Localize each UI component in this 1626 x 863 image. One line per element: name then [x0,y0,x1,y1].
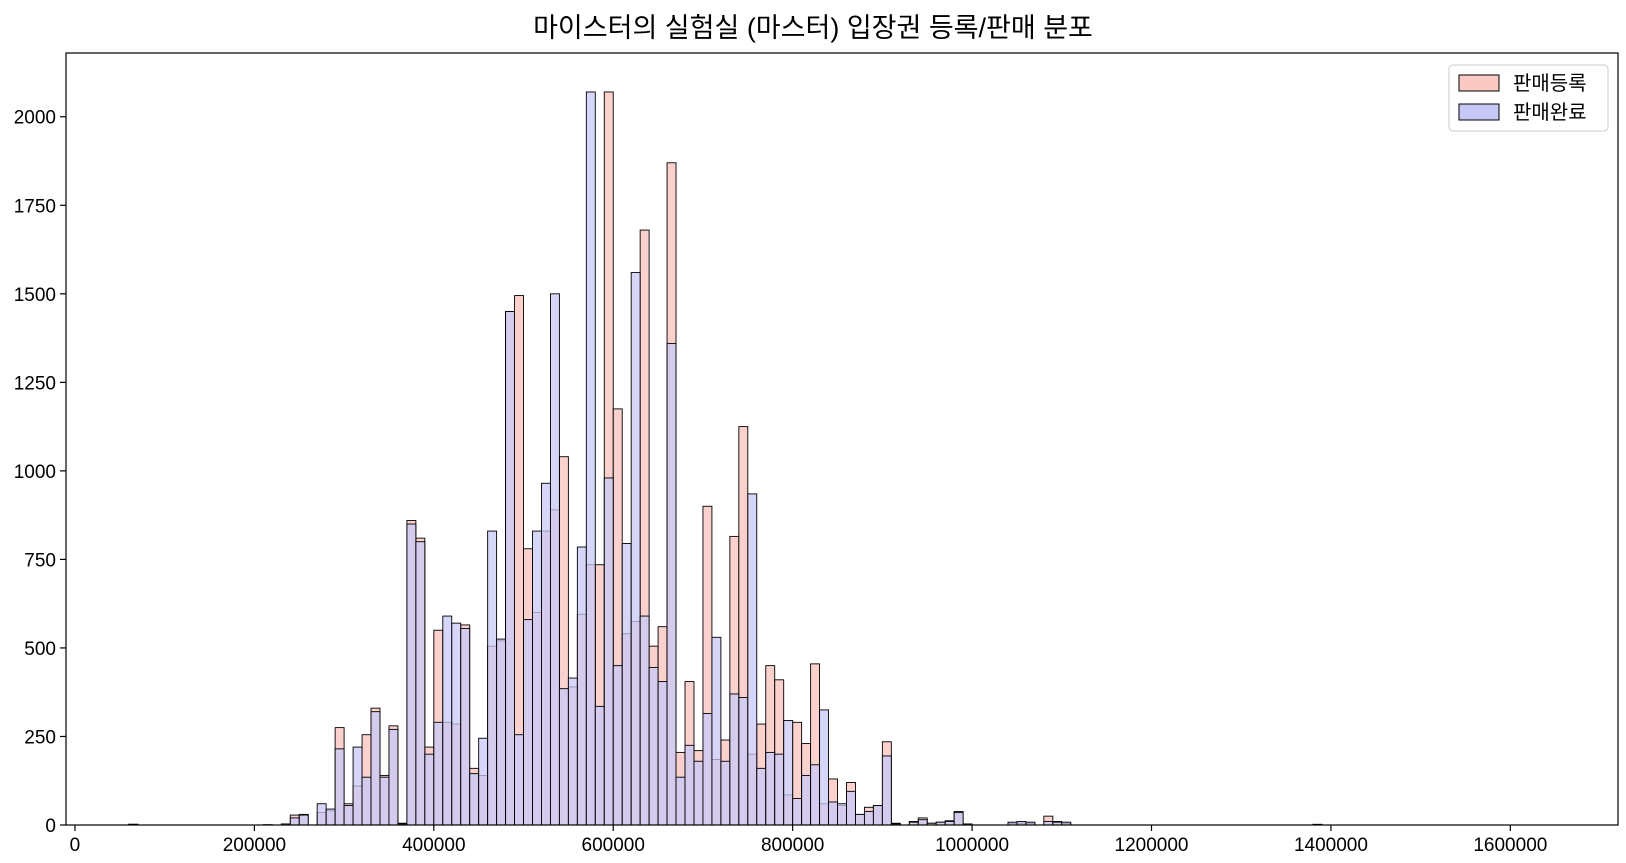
histogram-bar [675,776,686,826]
histogram-bar [451,622,462,826]
histogram-bar [765,751,776,826]
histogram-bar [774,753,785,826]
y-tick-label: 1750 [14,196,56,217]
histogram-bar [863,811,874,826]
x-tick-label: 400000 [402,835,465,856]
histogram-bar [855,813,865,826]
histogram-bar [388,728,399,826]
histogram-bar [747,493,758,826]
histogram-bar [415,541,426,826]
histogram-bar [648,666,659,826]
histogram-bar [612,665,623,826]
histogram-bar [666,342,677,826]
histogram-bar [558,688,569,826]
histogram-bar [343,805,354,826]
histogram-bar [953,812,964,826]
histogram-bar [729,693,740,826]
legend-swatch [1458,103,1500,121]
histogram-bar [514,734,524,826]
histogram-bar [603,477,614,826]
histogram-bar [541,482,551,826]
histogram-bar [532,530,542,826]
histogram-bar [487,530,498,826]
y-tick-label: 2000 [14,108,56,129]
x-tick-label: 0 [70,835,81,856]
histogram-bar [630,272,641,826]
histogram-bar [523,619,533,826]
histogram-bar [657,681,668,826]
histogram-bar [361,776,372,826]
histogram-bar [334,748,345,826]
legend-label: 판매완료 [1513,101,1587,124]
histogram-bar [693,760,704,826]
x-tick-label: 1400000 [1294,835,1368,856]
series-sold-bars [128,91,1323,826]
histogram-bar [711,636,722,826]
histogram-bar [496,638,507,826]
histogram-bar [549,293,560,826]
histogram-bar [406,523,417,826]
x-tick-label: 1000000 [935,835,1009,856]
histogram-bar [460,628,471,826]
histogram-bar [872,805,883,826]
y-tick-label: 1500 [14,285,56,306]
x-tick-label: 800000 [761,835,824,856]
histogram-bar [621,543,632,826]
y-tick-label: 1250 [14,373,56,394]
x-tick-label: 600000 [582,835,645,856]
histogram-bar [594,705,605,826]
histogram-bar [837,803,847,826]
x-tick-label: 1600000 [1473,835,1547,856]
histogram-bar [370,711,381,826]
histogram-bar [585,91,596,826]
histogram-bar [379,776,390,826]
series-registered-bars [128,91,1323,826]
histogram-bar [792,797,803,826]
histogram-bar [819,709,829,826]
histogram-bar [433,721,444,826]
histogram-bar [576,546,587,826]
x-tick-label: 1200000 [1115,835,1189,856]
histogram-bar [478,737,489,826]
histogram-bar [738,697,749,826]
histogram-bar [720,760,731,826]
histogram-bar [325,808,336,826]
histogram-bar [684,744,695,826]
histogram-bar [505,311,515,826]
histogram-bar [352,746,363,826]
histogram-bar [424,753,435,826]
y-tick-label: 750 [24,550,56,571]
histogram-bar [881,755,892,826]
legend-label: 판매등록 [1513,72,1587,95]
y-tick-label: 1000 [14,462,56,483]
x-tick-label: 200000 [223,835,286,856]
histogram-bar [469,773,480,826]
histogram-bar [567,677,578,826]
histogram-bar [702,713,713,826]
histogram-bar [810,764,821,826]
y-axis: 0 250 500 750 1000 1250 1500 1750 2000 [14,108,66,837]
histogram-bar [917,819,928,826]
histogram-bar [828,801,838,826]
y-tick-label: 250 [24,727,56,748]
histogram-bar [846,790,856,826]
histogram-bar [289,817,300,826]
histogram-bar [316,803,327,826]
histogram-bar [298,814,309,826]
x-axis: 0 200000 400000 600000 800000 1000000 1200000 1… [70,825,1547,856]
y-tick-label: 0 [45,816,56,837]
plot-frame [65,52,1619,826]
histogram-bar [756,767,767,826]
legend-swatch [1458,74,1500,92]
histogram-bar [783,720,794,826]
histogram-bar [442,615,453,826]
y-tick-label: 500 [24,639,56,660]
histogram-bar [639,615,650,826]
histogram-bar [801,774,812,826]
chart-title: 마이스터의 실험실 (마스터) 입장권 등록/판매 분포 [533,13,1093,43]
